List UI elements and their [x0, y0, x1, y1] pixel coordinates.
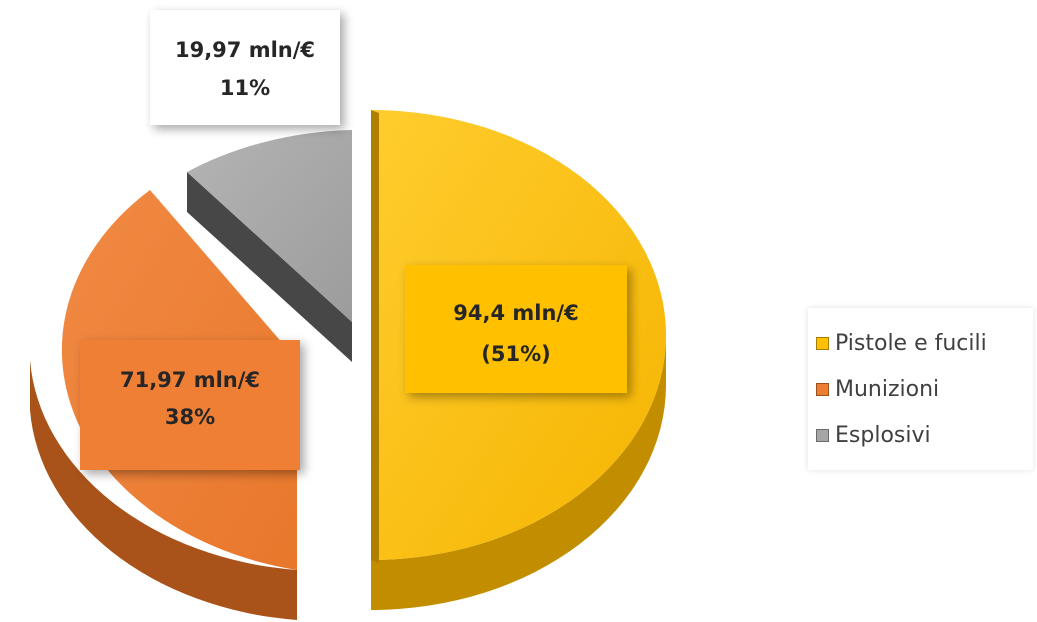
legend-swatch-munizioni	[816, 382, 829, 396]
legend-item-munizioni: Munizioni	[816, 374, 939, 404]
legend-label-esplosivi: Esplosivi	[835, 422, 931, 448]
legend-label-pistole-e-fucili: Pistole e fucili	[835, 330, 987, 356]
data-label-pistole-e-fucili-pct: (51%)	[481, 342, 550, 366]
slice-munizioni-side	[30, 360, 297, 620]
data-label-esplosivi-value: 19,97 mln/€	[175, 38, 315, 62]
legend-swatch-pistole-e-fucili	[816, 336, 829, 350]
data-label-esplosivi: 19,97 mln/€ 11%	[150, 10, 340, 125]
slice-esplosivi-top	[187, 130, 352, 322]
chart-legend: Pistole e fucili Munizioni Esplosivi	[808, 308, 1033, 470]
legend-item-pistole-e-fucili: Pistole e fucili	[816, 328, 987, 358]
slice-pistole-e-fucili-side	[371, 335, 666, 610]
data-label-munizioni-pct: 38%	[165, 405, 215, 429]
slice-esplosivi	[187, 130, 352, 362]
data-label-pistole-e-fucili-value: 94,4 mln/€	[453, 301, 578, 325]
legend-label-munizioni: Munizioni	[835, 376, 940, 402]
data-label-esplosivi-pct: 11%	[220, 76, 270, 100]
data-label-munizioni: 71,97 mln/€ 38%	[80, 340, 300, 470]
data-label-pistole-e-fucili: 94,4 mln/€ (51%)	[405, 265, 627, 393]
legend-item-esplosivi: Esplosivi	[816, 420, 931, 450]
legend-swatch-esplosivi	[816, 428, 829, 442]
data-label-munizioni-value: 71,97 mln/€	[120, 368, 260, 392]
slice-pistole-e-fucili-edge	[371, 110, 379, 563]
slice-esplosivi-side	[187, 172, 352, 362]
